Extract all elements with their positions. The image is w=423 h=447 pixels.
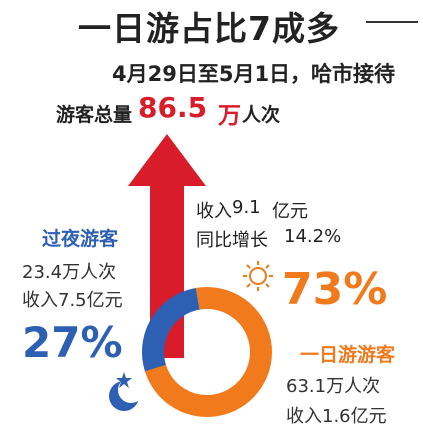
overnight-percent: 27%	[22, 318, 123, 367]
overnight-title: 过夜游客	[42, 228, 119, 250]
total-visitors-value: 86.5	[138, 91, 208, 124]
growth-value: 14.2%	[284, 226, 342, 247]
daytrip-percent: 73%	[282, 264, 388, 315]
total-visitors-unit: 万	[218, 103, 241, 129]
daytrip-title: 一日游游客	[300, 344, 396, 366]
donut-slice-overnight	[142, 287, 272, 417]
growth-label: 同比增长	[196, 230, 268, 251]
overnight-visitors: 23.4万人次	[22, 262, 117, 283]
headline-rule	[366, 21, 418, 23]
income-unit: 亿元	[272, 201, 308, 222]
daytrip-visitors: 63.1万人次	[286, 376, 381, 397]
sun-icon	[243, 261, 273, 291]
summary-prefix: 游客总量	[56, 104, 133, 126]
income-value: 9.1	[232, 197, 261, 218]
overnight-income: 收入7.5亿元	[22, 290, 123, 311]
income-label: 收入	[196, 201, 232, 222]
moon-star-icon	[109, 372, 144, 411]
summary-suffix: 人次	[242, 104, 281, 126]
daytrip-income: 收入1.6亿元	[286, 406, 387, 427]
headline: 一日游占比7成多	[78, 9, 340, 48]
summary-line-1: 4月29日至5月1日，哈市接待	[112, 62, 396, 86]
